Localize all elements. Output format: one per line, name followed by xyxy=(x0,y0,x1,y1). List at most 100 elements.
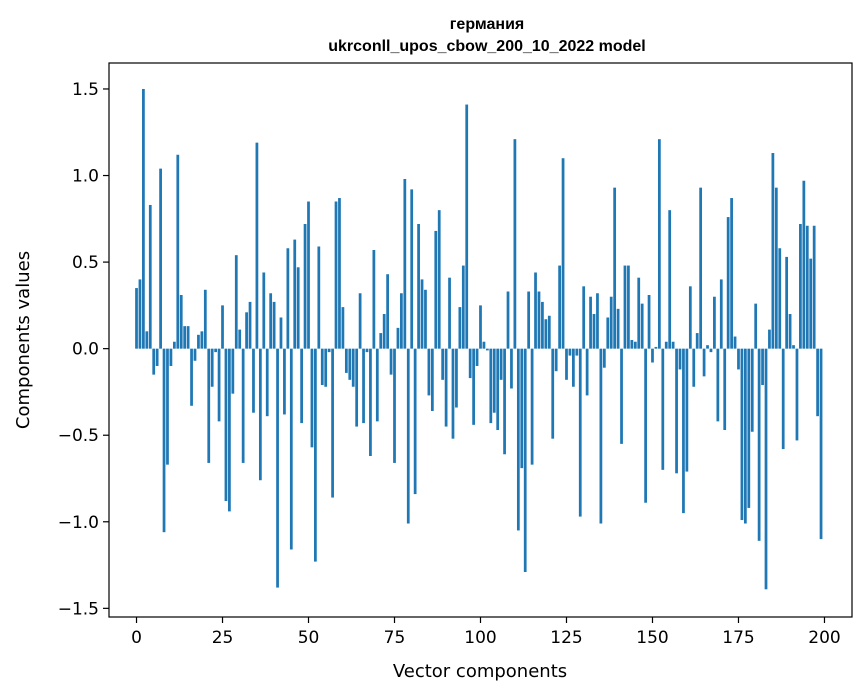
bar-component-84 xyxy=(424,289,427,349)
bar-component-0 xyxy=(135,288,138,349)
x-axis-ticks: 0 25 50 75 100 125 150 175 200 xyxy=(131,617,841,648)
bar-component-8 xyxy=(162,348,166,533)
bar-component-36 xyxy=(258,348,262,481)
y-tick-label: −1.0 xyxy=(58,513,99,533)
bar-component-194 xyxy=(802,180,806,349)
plot-frame xyxy=(108,62,853,618)
bar-component-21 xyxy=(207,348,211,463)
bar-component-170 xyxy=(719,279,723,349)
bar-component-71 xyxy=(379,333,383,349)
bar-component-70 xyxy=(375,348,379,422)
bar-component-113 xyxy=(523,348,527,572)
bar-component-111 xyxy=(516,348,520,531)
bar-component-35 xyxy=(255,142,259,349)
bar-component-151 xyxy=(654,346,658,349)
bar-component-26 xyxy=(224,348,228,502)
bar-component-58 xyxy=(334,201,338,349)
x-tick-label: 125 xyxy=(550,628,582,648)
bar-component-169 xyxy=(716,348,720,422)
bar-component-177 xyxy=(743,348,747,524)
bar-component-67 xyxy=(365,348,369,353)
bar-component-171 xyxy=(723,348,727,431)
bar-component-145 xyxy=(633,341,637,349)
bar-component-69 xyxy=(372,249,376,349)
bar-component-190 xyxy=(788,314,792,349)
bar-component-93 xyxy=(455,348,458,408)
bar-component-142 xyxy=(623,265,627,349)
bar-component-127 xyxy=(572,348,575,387)
bar-component-65 xyxy=(358,293,362,349)
bar-component-154 xyxy=(664,341,668,349)
bar-component-20 xyxy=(203,289,207,349)
bar-component-174 xyxy=(733,336,737,349)
bar-component-185 xyxy=(771,153,775,349)
bar-component-15 xyxy=(186,326,190,349)
bar-component-104 xyxy=(492,348,496,413)
bar-component-55 xyxy=(324,348,328,387)
bar-component-120 xyxy=(547,315,551,349)
bar-component-49 xyxy=(303,224,307,349)
bar-component-60 xyxy=(341,307,345,349)
chart-subtitle: ukrconll_upos_cbow_200_10_2022 model xyxy=(328,38,645,55)
bar-component-39 xyxy=(269,293,273,349)
bar-component-85 xyxy=(427,348,431,396)
bar-component-41 xyxy=(276,348,279,588)
bar-component-3 xyxy=(145,331,149,349)
bar-component-196 xyxy=(809,258,813,349)
bar-component-114 xyxy=(527,291,531,349)
bar-component-27 xyxy=(228,348,231,512)
y-tick-label: 0.5 xyxy=(72,253,99,273)
bar-component-144 xyxy=(630,340,634,349)
bar-component-80 xyxy=(410,189,414,349)
bar-component-50 xyxy=(307,201,310,349)
bar-component-115 xyxy=(530,348,534,465)
bar-component-152 xyxy=(657,139,661,349)
bar-component-100 xyxy=(479,305,482,349)
bar-component-4 xyxy=(148,204,152,349)
bar-component-68 xyxy=(369,348,372,456)
bar-component-72 xyxy=(382,314,386,349)
bar-component-164 xyxy=(699,187,703,349)
bar-component-129 xyxy=(578,348,582,517)
bar-component-86 xyxy=(430,348,434,411)
bar-component-47 xyxy=(296,267,300,349)
bar-component-29 xyxy=(234,255,238,349)
bar-component-124 xyxy=(561,158,565,349)
bar-component-122 xyxy=(554,348,558,372)
bar-component-128 xyxy=(575,348,579,356)
bar-component-193 xyxy=(799,224,802,349)
bar-component-197 xyxy=(812,225,816,349)
bar-component-106 xyxy=(499,348,503,380)
bar-component-150 xyxy=(651,348,654,363)
bar-component-167 xyxy=(709,348,713,353)
bar-component-9 xyxy=(166,348,169,465)
bar-component-11 xyxy=(172,341,176,349)
bar-component-34 xyxy=(252,348,255,413)
x-tick-label: 200 xyxy=(808,628,840,648)
bar-component-99 xyxy=(475,348,479,366)
bar-component-28 xyxy=(231,348,235,394)
bar-component-153 xyxy=(661,348,665,470)
bar-component-101 xyxy=(482,341,486,349)
bar-component-186 xyxy=(774,187,778,349)
bar-component-89 xyxy=(441,348,445,380)
bar-component-54 xyxy=(320,348,324,386)
bar-component-148 xyxy=(644,348,647,503)
bar-component-135 xyxy=(599,348,603,524)
bar-component-181 xyxy=(757,348,761,541)
bar-component-141 xyxy=(620,348,623,444)
bar-component-91 xyxy=(448,277,451,349)
x-tick-label: 150 xyxy=(636,628,668,648)
bar-component-76 xyxy=(396,327,400,349)
bar-component-180 xyxy=(754,303,758,349)
bar-component-88 xyxy=(437,210,441,349)
bar-component-103 xyxy=(489,348,493,424)
bar-component-139 xyxy=(613,187,617,349)
bar-component-108 xyxy=(506,291,510,349)
bar-component-77 xyxy=(400,293,403,349)
bar-component-56 xyxy=(327,348,331,353)
bar-component-98 xyxy=(472,348,475,425)
y-tick-label: −0.5 xyxy=(58,426,99,446)
bar-component-178 xyxy=(747,348,751,508)
bar-component-131 xyxy=(585,348,589,396)
